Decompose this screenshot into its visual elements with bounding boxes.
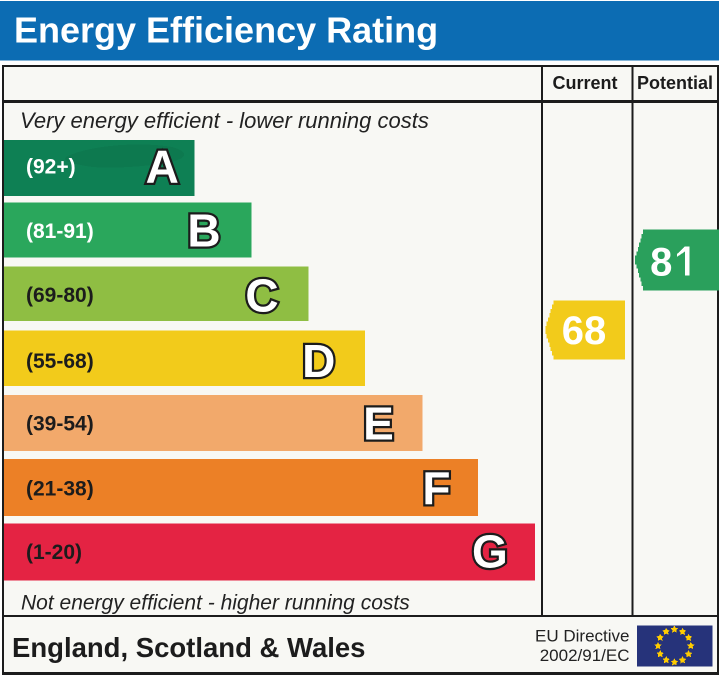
svg-text:Current: Current [552, 73, 617, 93]
svg-text:(92+): (92+) [26, 155, 76, 178]
svg-text:England, Scotland & Wales: England, Scotland & Wales [12, 632, 365, 663]
svg-text:(69-80): (69-80) [26, 284, 94, 307]
svg-text:A: A [146, 140, 179, 192]
svg-text:Energy Efficiency Rating: Energy Efficiency Rating [14, 10, 438, 51]
svg-text:2002/91/EC: 2002/91/EC [540, 646, 630, 665]
svg-text:(39-54): (39-54) [26, 413, 94, 436]
svg-text:(1-20): (1-20) [26, 541, 82, 564]
svg-text:F: F [422, 462, 450, 514]
svg-text:B: B [187, 205, 220, 257]
svg-text:Not energy efficient - higher: Not energy efficient - higher running co… [21, 592, 410, 615]
svg-text:Potential: Potential [637, 73, 713, 93]
svg-text:(81-91): (81-91) [26, 220, 94, 243]
svg-text:E: E [363, 398, 394, 450]
svg-text:EU Directive: EU Directive [535, 626, 629, 645]
svg-text:(55-68): (55-68) [26, 350, 94, 373]
svg-text:C: C [245, 270, 278, 322]
svg-text:D: D [302, 335, 335, 387]
svg-text:G: G [472, 525, 508, 577]
svg-text:Very energy efficient - lower: Very energy efficient - lower running co… [20, 108, 429, 133]
svg-text:(21-38): (21-38) [26, 477, 94, 500]
svg-text:8: 8 [650, 241, 672, 285]
svg-text:68: 68 [562, 309, 607, 353]
